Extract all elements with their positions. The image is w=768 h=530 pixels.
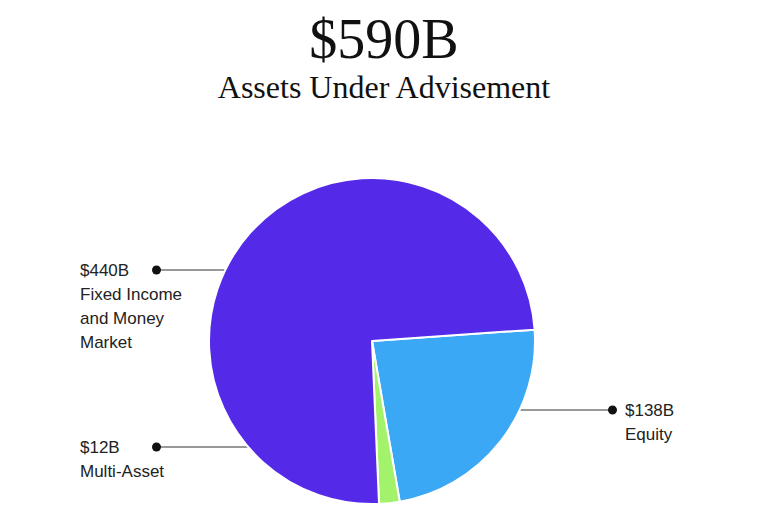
svg-text:$590B: $590B bbox=[309, 8, 458, 70]
svg-text:Multi-Asset: Multi-Asset bbox=[80, 462, 164, 481]
svg-text:$138B: $138B bbox=[625, 401, 674, 420]
svg-text:Fixed Income: Fixed Income bbox=[80, 285, 182, 304]
svg-text:and Money: and Money bbox=[80, 309, 165, 328]
svg-text:$12B: $12B bbox=[80, 438, 120, 457]
svg-text:Market: Market bbox=[80, 333, 132, 352]
svg-text:Equity: Equity bbox=[625, 425, 673, 444]
svg-text:$440B: $440B bbox=[80, 261, 129, 280]
svg-text:Assets Under Advisement: Assets Under Advisement bbox=[218, 69, 551, 105]
